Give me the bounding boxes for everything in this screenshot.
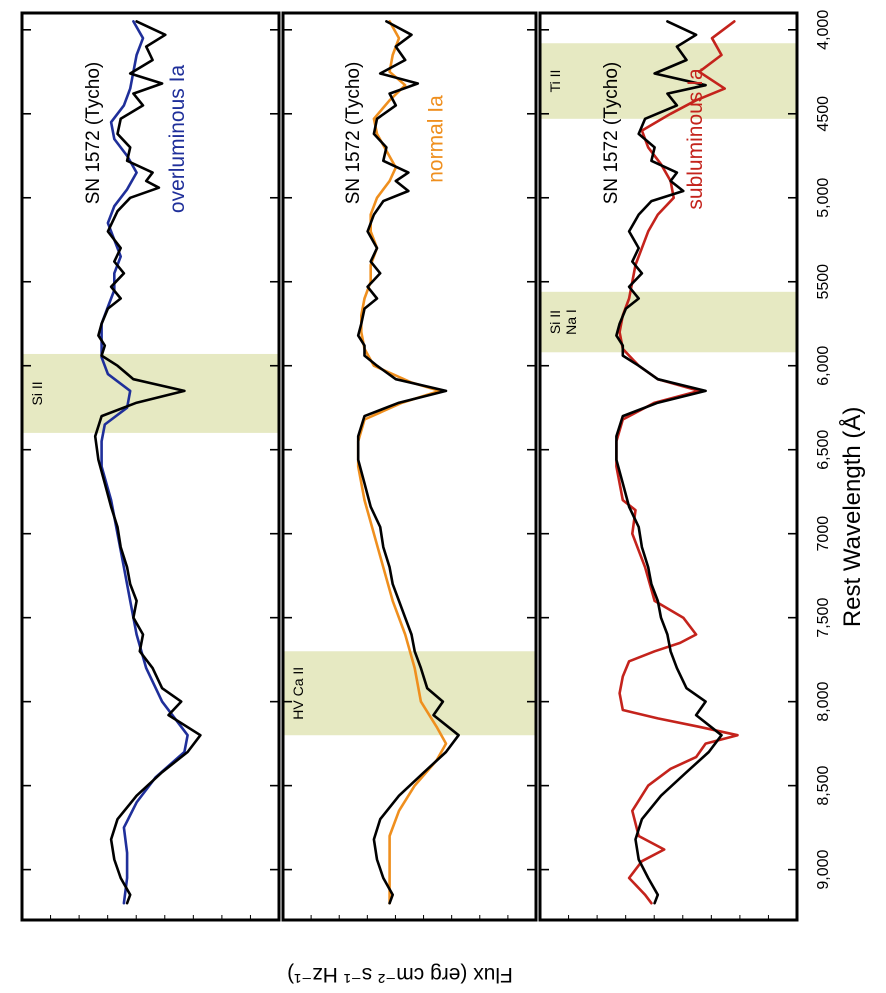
tycho-label: SN 1572 (Tycho) (343, 62, 364, 205)
series-line-overluminous-ia (100, 20, 189, 905)
panel-frame (281, 11, 538, 922)
band-1 (22, 353, 279, 433)
series-line-subluminous-ia (615, 20, 739, 905)
x-tick-label: 5500 (815, 264, 832, 300)
band-label: Si II (29, 381, 45, 405)
tycho-label: SN 1572 (Tycho) (83, 62, 104, 205)
band-label: Na I (563, 309, 579, 335)
x-tick-label: 6,500 (815, 430, 832, 470)
x-tick-label: 7,500 (815, 598, 832, 638)
series-label: normal Ia (424, 95, 447, 183)
panels-layer: Si II SN 1572 (Tycho) overluminous Ia HV Ca… (20, 10, 832, 922)
series-label: subluminous Ia (684, 68, 707, 210)
x-tick-label: 8,000 (815, 682, 832, 722)
series-line-tycho (615, 20, 723, 905)
x-tick-label: 4,000 (815, 10, 832, 50)
panel-1: Si II SN 1572 (Tycho) overluminous Ia (20, 11, 281, 922)
band-2 (540, 291, 797, 353)
x-tick-label: 4500 (815, 96, 832, 132)
tycho-label: SN 1572 (Tycho) (601, 62, 622, 205)
panel-frame (538, 11, 799, 922)
band-1 (283, 651, 536, 736)
series-line-normal-ia (356, 20, 448, 905)
panel-frame (20, 11, 281, 922)
x-tick-label: 8,500 (815, 766, 832, 806)
panel-2: HV Ca II SN 1572 (Tycho) normal Ia (281, 11, 538, 922)
band-1 (540, 43, 797, 119)
band-label: Si II (547, 310, 563, 334)
panel-3: Ti II Si II Na I SN 1572 (Tycho) subluminous… (538, 11, 799, 922)
series-label: overluminous Ia (166, 65, 189, 214)
x-tick-label: 9,000 (815, 849, 832, 889)
series-line-tycho (356, 20, 460, 905)
y-axis-label: Flux (erg cm⁻² s⁻¹ Hz⁻¹) (287, 963, 513, 986)
x-axis-label: Rest Wavelength (Å) (838, 407, 866, 628)
x-tick-label: 7000 (815, 516, 832, 552)
band-label: HV Ca II (290, 667, 306, 720)
x-tick-label: 5,000 (815, 178, 832, 218)
band-label: Ti II (547, 70, 563, 93)
series-line-tycho (93, 20, 202, 905)
x-tick-label: 6,000 (815, 346, 832, 386)
